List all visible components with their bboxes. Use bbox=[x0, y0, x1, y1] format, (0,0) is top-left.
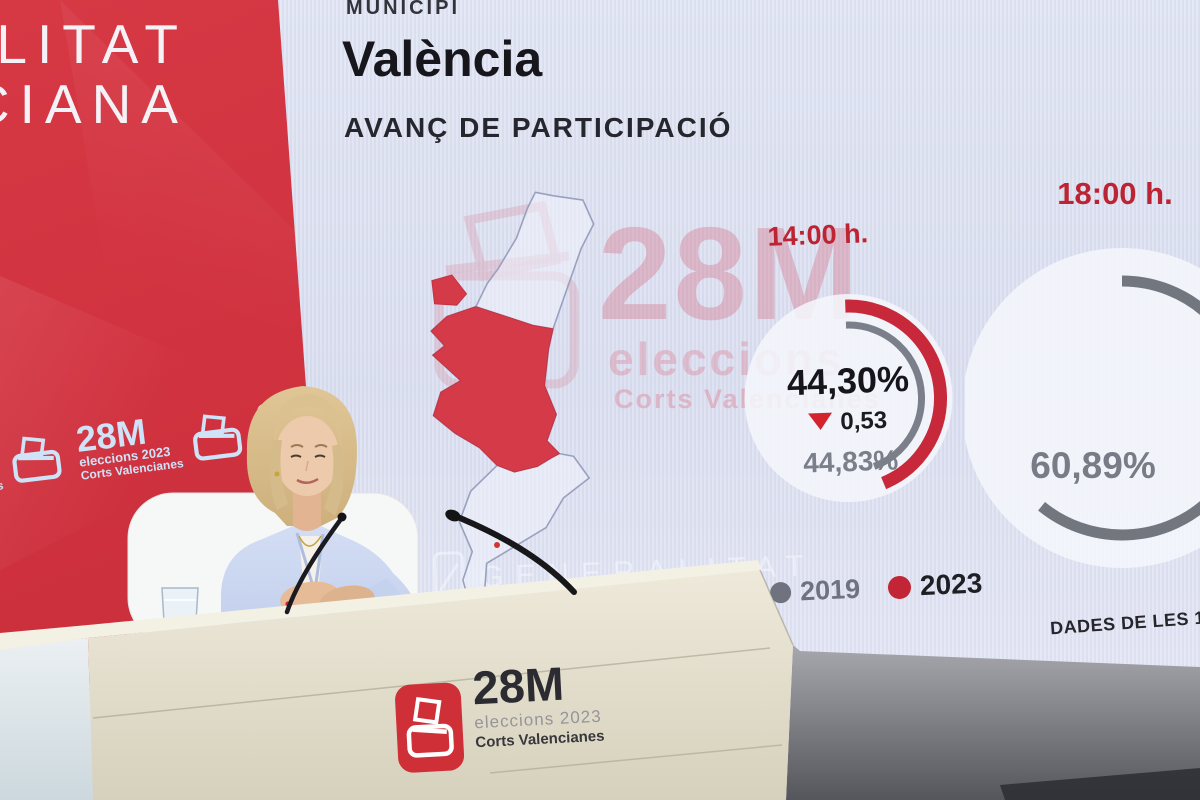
gauge-14h-value-2023: 44,30% bbox=[786, 358, 909, 403]
delta-down-icon bbox=[808, 412, 833, 431]
gauge-14h-delta: 0,53 bbox=[840, 407, 888, 436]
ballot-box-logo bbox=[394, 682, 465, 774]
gauge-14h-2019-arc bbox=[772, 321, 926, 475]
stage-floor-dark-edge bbox=[1000, 768, 1200, 800]
stage-floor bbox=[786, 645, 1200, 800]
region-map bbox=[400, 183, 616, 611]
gauge-18h-time-label: 18:00 h. bbox=[1057, 176, 1172, 211]
speaker-eye bbox=[290, 454, 302, 458]
speaker-mouth bbox=[296, 477, 319, 484]
gauge-14h-2023-arc bbox=[750, 299, 948, 497]
municipality-title: València bbox=[342, 31, 543, 87]
gauge-18h: 18:00 h. 60,89% bbox=[965, 176, 1200, 568]
podium-left-face bbox=[0, 638, 93, 800]
gauge-18h-disc bbox=[965, 248, 1200, 568]
gauge-14h: 14:00 h. 44,30% 0,53 44,83% bbox=[744, 218, 953, 503]
earring bbox=[274, 471, 280, 477]
speaker-neck bbox=[293, 486, 321, 534]
podium-seam bbox=[489, 744, 783, 774]
generalitat-text-line2: VALENCIANA bbox=[0, 73, 188, 135]
ballot-box-icon bbox=[406, 696, 454, 758]
podium-top-edge bbox=[0, 560, 762, 650]
ballot-box-icon bbox=[192, 414, 242, 461]
speaker-nose bbox=[305, 460, 309, 472]
gauge-18h-value-2019: 60,89% bbox=[1030, 445, 1156, 486]
generalitat-banner-text: GENERALITAT VALENCIANA bbox=[0, 12, 192, 144]
generalitat-text-line1: GENERALITAT bbox=[0, 13, 188, 75]
blazer-lapels bbox=[295, 532, 325, 584]
map-valencia-exclave bbox=[431, 274, 468, 306]
28m-logo-pattern-band: 28M eleccions 2023 Corts Valencianes 28M… bbox=[0, 359, 322, 517]
gauge-18h-2019-arc bbox=[989, 275, 1200, 541]
speaker-brow bbox=[314, 444, 328, 448]
speaker-brow bbox=[290, 444, 304, 448]
gauge-14h-time-label: 14:00 h. bbox=[767, 218, 869, 251]
podium-28m-logo: 28M eleccions 2023 Corts Valencianes bbox=[393, 657, 605, 774]
28m-pattern-unit: 28M eleccions 2023 Corts Valencianes bbox=[0, 426, 66, 504]
podium-right-edge bbox=[759, 569, 794, 646]
microphone-right bbox=[445, 509, 577, 595]
speaker-face bbox=[275, 416, 339, 496]
screen-subtitle: AVANÇ DE PARTICIPACIÓ bbox=[344, 112, 733, 143]
necklace bbox=[298, 535, 322, 547]
speaker-fringe bbox=[273, 394, 342, 448]
mic-indicator-light bbox=[494, 542, 500, 548]
ballot-box-icon bbox=[12, 436, 62, 483]
28m-pattern-unit: 28M eleccions 2023 Corts Valencianes bbox=[74, 403, 245, 482]
municipality-kicker: MUNICIPI bbox=[346, 0, 460, 19]
map-valencia-province-highlight bbox=[430, 306, 561, 473]
microphone-left bbox=[284, 512, 347, 615]
speaker-hair-right bbox=[324, 444, 344, 516]
speaker-eye bbox=[314, 454, 326, 458]
logo-28m-text: 28M bbox=[471, 656, 566, 715]
gauge-14h-value-2019: 44,83% bbox=[803, 444, 899, 478]
